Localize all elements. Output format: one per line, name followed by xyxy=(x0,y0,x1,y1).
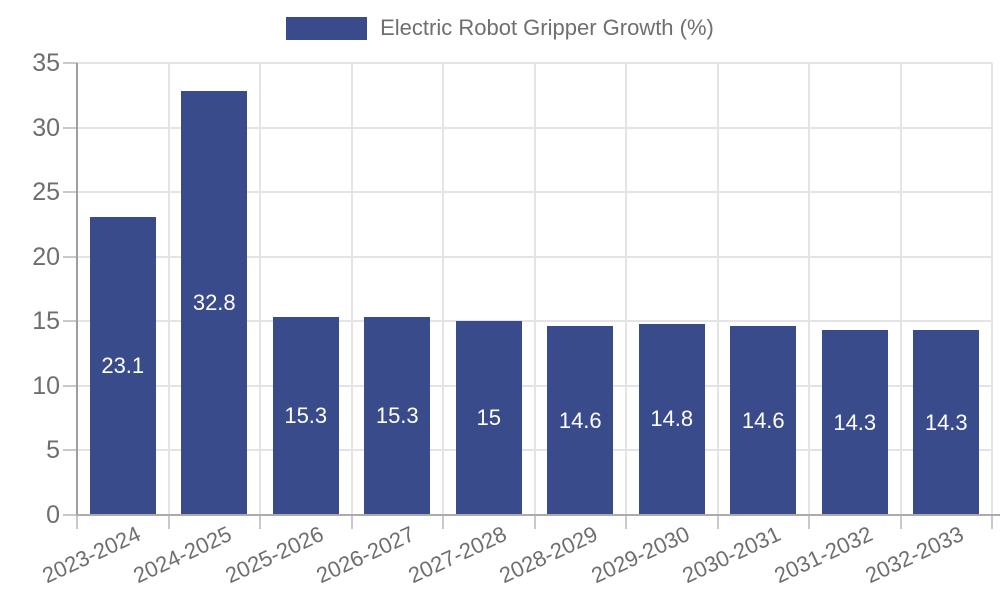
x-tick-label: 2027-2028 xyxy=(403,521,510,589)
x-tick-mark xyxy=(991,515,993,529)
x-gridline xyxy=(442,63,444,515)
y-tick-mark xyxy=(63,191,77,194)
x-gridline xyxy=(899,63,902,515)
bar-value-label: 14.3 xyxy=(833,409,877,435)
bar xyxy=(730,326,797,515)
x-tick-label: 2028-2029 xyxy=(495,521,602,589)
y-tick-mark xyxy=(63,255,77,258)
bar xyxy=(638,323,705,515)
y-tick-label: 10 xyxy=(32,371,60,400)
chart-legend[interactable]: Electric Robot Gripper Growth (%) xyxy=(0,15,1000,41)
y-tick-mark xyxy=(63,514,77,516)
x-tick-label: 2032-2033 xyxy=(861,521,968,589)
bar xyxy=(913,330,980,515)
y-tick-label: 30 xyxy=(32,113,60,142)
x-gridline xyxy=(167,63,170,515)
x-tick-mark xyxy=(76,515,78,529)
x-axis-line xyxy=(76,514,1000,516)
bar-value-label: 15.3 xyxy=(284,403,328,429)
x-tick-mark xyxy=(350,515,353,529)
bar-value-label: 14.6 xyxy=(558,407,602,433)
x-tick-mark xyxy=(533,515,536,529)
x-gridline xyxy=(716,63,719,515)
bar-value-label: 14.3 xyxy=(924,409,968,435)
bar xyxy=(89,216,156,515)
x-gridline xyxy=(808,63,810,515)
x-tick-mark xyxy=(167,515,170,529)
x-gridline xyxy=(350,63,353,515)
y-tick-mark xyxy=(63,62,77,64)
y-tick-mark xyxy=(63,320,77,323)
y-tick-mark xyxy=(63,126,77,129)
x-gridline xyxy=(625,63,627,515)
x-tick-label: 2026-2027 xyxy=(312,521,419,589)
y-tick-label: 5 xyxy=(46,436,60,465)
bar xyxy=(455,321,522,515)
x-tick-mark xyxy=(808,515,810,529)
bar xyxy=(181,91,248,515)
bar xyxy=(547,326,614,515)
x-tick-label: 2031-2032 xyxy=(769,521,876,589)
x-tick-label: 2029-2030 xyxy=(586,521,693,589)
bar-value-label: 14.6 xyxy=(741,407,785,433)
bar xyxy=(821,330,888,515)
x-gridline xyxy=(259,63,261,515)
x-tick-mark xyxy=(625,515,627,529)
y-tick-label: 15 xyxy=(32,307,60,336)
bar-value-label: 15 xyxy=(476,405,501,431)
y-axis-line xyxy=(76,63,78,515)
x-tick-mark xyxy=(716,515,719,529)
legend-label: Electric Robot Gripper Growth (%) xyxy=(380,15,714,40)
x-gridline xyxy=(991,63,993,515)
y-tick-label: 35 xyxy=(32,49,60,77)
x-tick-label: 2030-2031 xyxy=(678,521,785,589)
y-tick-label: 0 xyxy=(46,501,60,529)
x-tick-label: 2024-2025 xyxy=(129,521,236,589)
bar xyxy=(364,317,431,515)
bar-value-label: 15.3 xyxy=(375,403,419,429)
bar-value-label: 32.8 xyxy=(192,290,236,316)
y-tick-mark xyxy=(63,449,77,452)
x-gridline xyxy=(533,63,536,515)
x-tick-label: 2025-2026 xyxy=(220,521,327,589)
bar xyxy=(272,317,339,515)
bar-value-label: 14.8 xyxy=(650,406,694,432)
y-tick-label: 20 xyxy=(32,242,60,271)
x-tick-mark xyxy=(259,515,261,529)
x-tick-label: 2023-2024 xyxy=(37,521,144,589)
bar-value-label: 23.1 xyxy=(101,352,145,378)
x-tick-mark xyxy=(442,515,444,529)
x-tick-mark xyxy=(899,515,902,529)
y-tick-label: 25 xyxy=(32,178,60,207)
legend-swatch xyxy=(286,16,368,40)
y-tick-mark xyxy=(63,384,77,387)
